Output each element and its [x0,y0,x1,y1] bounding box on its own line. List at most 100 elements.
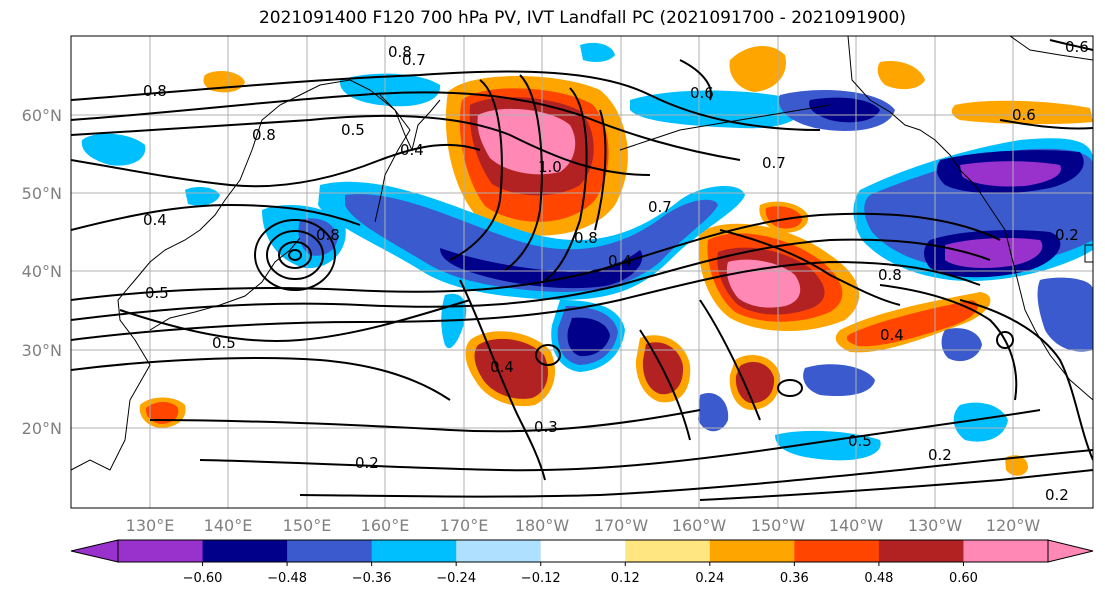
negative-anomaly-subtropical-inner [567,317,610,357]
negative-anomaly-coast-south-max [945,237,1043,268]
lon-label: 160°W [672,516,727,535]
positive-spot-left-core [145,402,179,424]
lat-label: 20°N [22,419,62,438]
contour-label: 0.8 [316,226,340,244]
lat-label: 30°N [22,341,62,360]
positive-anomaly-subtropical-west-core [474,338,548,399]
coastline-border [1084,244,1093,263]
positive-anomaly-subtropical-east-core [735,362,775,404]
contour-label: 0.8 [388,43,412,61]
colorbar-tick-label: −0.36 [352,571,392,586]
positive-spot-se [1005,455,1028,476]
colorbar-tick-label: −0.24 [436,571,476,586]
coastline-alaska [847,36,1093,401]
contour-label: 0.3 [534,418,558,436]
contour-label: 0.4 [608,252,632,270]
contour-label: 0.2 [1045,486,1069,504]
positive-spot-northeast [951,100,1093,125]
colorbar-segment [287,540,373,562]
negative-spot-coast-low [941,328,982,362]
contour-label: 0.2 [928,446,952,464]
colorbar-outline [117,539,1049,563]
contour-label: 0.5 [212,334,236,352]
coastline-japan [149,237,301,331]
negative-spot-southeast [953,402,1008,442]
lon-label: 180°W [515,516,570,535]
colorbar-segment [878,540,964,562]
colorbar-segment [118,540,204,562]
lon-label: 130°W [908,516,963,535]
lat-label: 50°N [22,184,62,203]
colorbar: −0.60 −0.48 −0.36 −0.24 −0.12 0.12 0.24 0.36 0.4… [70,539,1094,586]
colorbar-segment [202,540,288,562]
colorbar-segment [540,540,626,562]
map-frame [70,35,1094,509]
chart-title: 2021091400 F120 700 hPa PV, IVT Landfall… [258,8,906,28]
colorbar-extend-high [1047,539,1094,563]
colorbar-segment [371,540,457,562]
colorbar-segment [709,540,795,562]
contour-label: 0.8 [574,229,598,247]
contour-label: 0.5 [341,121,365,139]
contour-label: 0.5 [145,284,169,302]
coastline-aleutians [619,104,831,151]
positive-spot-top [729,45,786,92]
lon-label: 140°W [829,516,884,535]
contour-label: 0.8 [252,126,276,144]
contour-label: 0.4 [880,326,904,344]
contour-label: 0.7 [762,154,786,172]
colorbar-tick-label: 0.36 [780,571,809,586]
contour-label: 0.6 [1065,38,1089,56]
colorbar-tick-label: 0.60 [949,571,978,586]
negative-anomaly-northwest [81,133,146,166]
lon-label: 120°W [986,516,1041,535]
colorbar-tick-label: 0.48 [864,571,893,586]
negative-spot-south [698,392,729,432]
longitude-labels: 130°E 140°E 150°E 160°E 170°E 180°W 170°… [126,516,1041,535]
lon-label: 160°E [361,516,410,535]
graticule [71,36,1093,508]
negative-anomaly-jet-band-inner [440,248,643,289]
lat-label: 60°N [22,106,62,125]
positive-spot-east-ne-core [765,206,803,229]
positive-spot-far-ne [877,60,925,90]
colorbar-segment [963,540,1049,562]
negative-spot-left-mid [185,187,220,206]
contour-label: 0.4 [400,141,424,159]
contour-label: 0.4 [143,211,167,229]
colorbar-segment [625,540,711,562]
colorbar-extend-low [70,539,119,563]
contour-labels: 0.8 0.7 0.8 0.6 0.8 0.5 0.4 1.0 0.8 0.7 … [143,38,1089,504]
colorbar-tick-label: −0.12 [521,571,561,586]
negative-spot-bottom [775,430,881,461]
lat-label: 40°N [22,262,62,281]
contour-label: 0.8 [878,266,902,284]
lon-label: 150°E [283,516,332,535]
contour-label: 0.2 [355,454,379,472]
shading-layer [81,42,1093,476]
latitude-labels: 60°N 50°N 40°N 30°N 20°N [22,106,62,438]
contour-label: 0.4 [490,358,514,376]
colorbar-tick-label: −0.60 [183,571,223,586]
colorbar-tick-label: 0.12 [611,571,640,586]
lon-label: 170°E [440,516,489,535]
positive-anomaly-band-east-core [846,300,978,347]
contour-label: 1.0 [538,158,562,176]
colorbar-segment [456,540,542,562]
negative-anomaly-north-central [630,90,802,129]
contours [71,39,1093,501]
coastline-asia [71,79,411,471]
negative-spot-mid-east [803,364,875,397]
contour-label: 0.2 [1055,226,1079,244]
lon-label: 130°E [126,516,175,535]
lon-label: 150°W [751,516,806,535]
negative-anomaly-southeast [1037,277,1093,352]
contour-label: 0.6 [1012,106,1036,124]
contour-label: 0.5 [848,432,872,450]
negative-spot-top-center [580,42,615,63]
contour-label: 0.7 [402,51,426,69]
colorbar-tick-label: 0.24 [695,571,724,586]
contour-label: 0.8 [143,82,167,100]
negative-anomaly-gulf-max [960,161,1061,187]
